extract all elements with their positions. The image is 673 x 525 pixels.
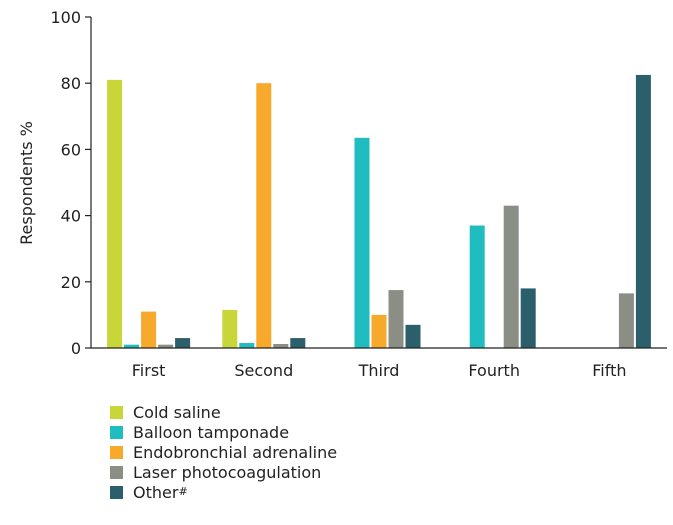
legend-item: Balloon tamponade xyxy=(110,422,337,442)
legend-swatch xyxy=(110,465,123,479)
legend-item: Endobronchial adrenaline xyxy=(110,442,337,462)
x-tick-label: Fourth xyxy=(468,361,520,380)
bar-chart: Respondents % 0 20 40 60 80 100 First Second Th… xyxy=(17,8,667,380)
legend-swatch xyxy=(110,445,123,459)
y-tick-label: 100 xyxy=(50,8,81,27)
legend-swatch xyxy=(110,405,123,419)
x-tick-label: First xyxy=(132,361,166,380)
legend-label: Endobronchial adrenaline xyxy=(133,442,338,462)
bar-fourth-other xyxy=(520,288,536,348)
bar-third-endobronchial-adrenaline xyxy=(371,314,387,348)
y-axis-label: Respondents % xyxy=(17,121,36,245)
y-tick-label: 40 xyxy=(61,207,81,226)
y-tick-label: 60 xyxy=(61,140,81,159)
bar-first-other xyxy=(175,338,191,348)
bar-fourth-balloon-tamponade xyxy=(469,225,485,348)
legend-swatch xyxy=(110,485,123,499)
bar-first-endobronchial-adrenaline xyxy=(141,311,157,348)
y-tick-label: 0 xyxy=(71,339,81,358)
legend-item: Cold saline xyxy=(110,402,337,422)
bar-third-other xyxy=(405,324,421,348)
bar-second-endobronchial-adrenaline xyxy=(256,83,272,348)
bar-first-balloon-tamponade xyxy=(124,344,140,348)
bar-fifth-other xyxy=(635,74,651,349)
y-tick-label: 80 xyxy=(61,74,81,93)
bar-second-laser-photocoagulation xyxy=(273,344,289,348)
bar-fourth-laser-photocoagulation xyxy=(503,205,519,348)
bar-first-cold-saline xyxy=(107,79,123,348)
bar-second-other xyxy=(290,338,306,348)
y-tick-label: 20 xyxy=(61,273,81,292)
x-tick-label: Fifth xyxy=(592,361,626,380)
legend: Cold saline Balloon tamponade Endobronchia… xyxy=(110,402,337,502)
legend-item: Other # xyxy=(110,482,337,502)
legend-label: Cold saline xyxy=(133,402,221,422)
legend-item: Laser photocoagulation xyxy=(110,462,337,482)
legend-swatch xyxy=(110,425,123,439)
x-tick-label: Third xyxy=(358,361,400,380)
bar-second-cold-saline xyxy=(222,309,238,348)
bar-third-balloon-tamponade xyxy=(354,137,370,348)
bar-third-laser-photocoagulation xyxy=(388,290,404,348)
bar-first-laser-photocoagulation xyxy=(158,344,174,348)
bar-fifth-laser-photocoagulation xyxy=(618,293,634,348)
bar-second-balloon-tamponade xyxy=(239,343,255,348)
legend-label: Balloon tamponade xyxy=(133,422,290,442)
legend-label: Other xyxy=(133,482,179,502)
legend-label: Laser photocoagulation xyxy=(133,462,322,482)
x-tick-label: Second xyxy=(234,361,293,380)
